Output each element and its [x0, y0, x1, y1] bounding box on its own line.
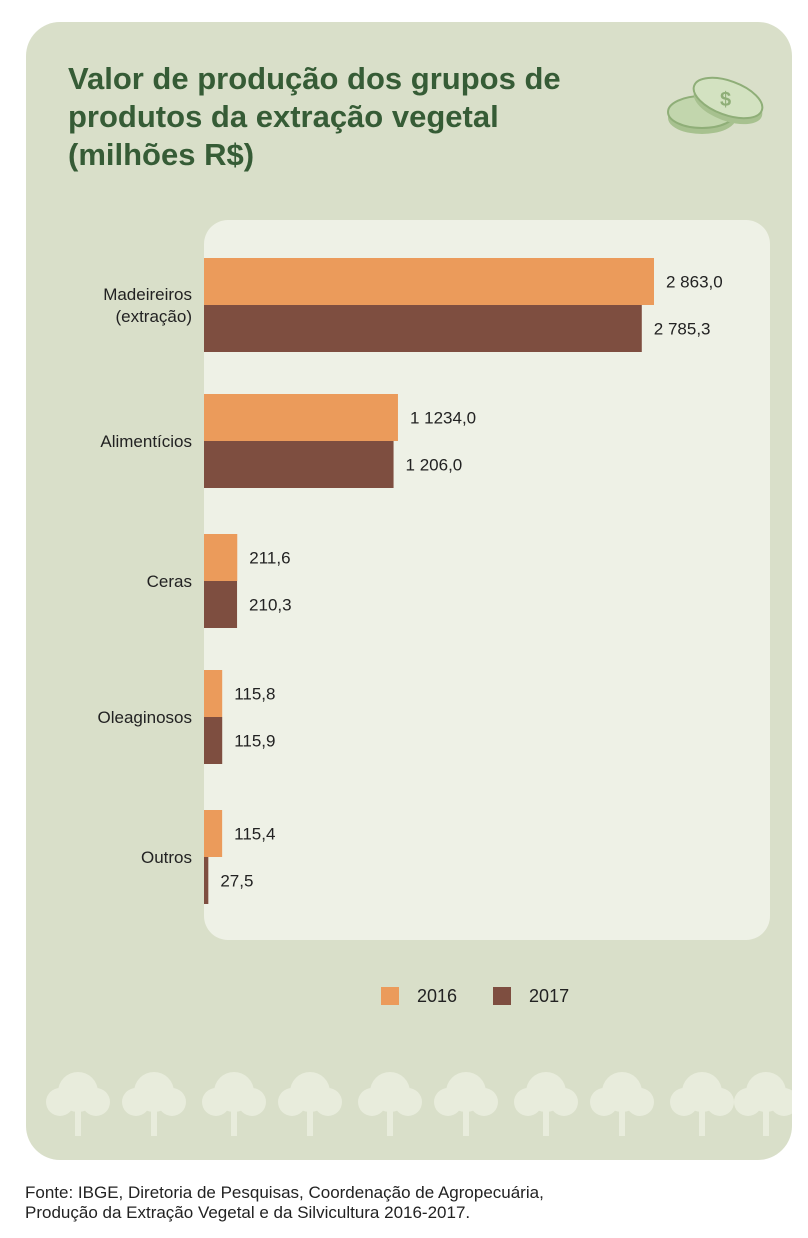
legend-item-2016: 2016: [381, 986, 457, 1007]
bar-2017-3: [204, 717, 223, 764]
category-label-0-0: Madeireiros: [103, 285, 192, 304]
value-label-2017-2: 210,3: [249, 596, 292, 615]
bar-2016-4: [204, 810, 223, 857]
tree-icon: [122, 1072, 186, 1136]
category-label-1: Alimentícios: [100, 432, 192, 451]
bar-2017-4: [204, 857, 209, 904]
title-line-2: produtos da extração vegetal: [68, 99, 499, 134]
legend: 2016 2017: [381, 982, 569, 1010]
category-label-3: Oleaginosos: [97, 708, 192, 727]
legend-swatch-2017: [493, 987, 512, 1005]
value-label-2016-4: 115,4: [234, 825, 275, 844]
bar-2016-0: [204, 258, 654, 305]
chart-title: Valor de produção dos grupos de produtos…: [68, 60, 628, 174]
source-line-1: Fonte: IBGE, Diretoria de Pesquisas, Coo…: [25, 1183, 544, 1202]
tree-silhouettes-decoration: [46, 1072, 792, 1136]
bar-2016-1: [204, 394, 398, 441]
value-label-2017-3: 115,9: [234, 732, 275, 751]
value-label-2016-2: 211,6: [249, 549, 290, 568]
category-label-0-1: (extração): [115, 307, 192, 326]
tree-icon: [514, 1072, 578, 1136]
value-label-2017-4: 27,5: [220, 872, 253, 891]
bar-2017-1: [204, 441, 394, 488]
source-line-2: Produção da Extração Vegetal e da Silvic…: [25, 1203, 471, 1222]
tree-icon: [434, 1072, 498, 1136]
money-coins-icon: $: [667, 76, 764, 134]
source-note: Fonte: IBGE, Diretoria de Pesquisas, Coo…: [25, 1183, 785, 1223]
svg-text:$: $: [720, 89, 731, 111]
bar-chart: 2 863,0 2 785,3 Madeireiros (extração) 1 123…: [97, 258, 723, 904]
chart-card: Valor de produção dos grupos de produtos…: [26, 22, 792, 1160]
tree-icon: [278, 1072, 342, 1136]
value-label-2017-0: 2 785,3: [654, 320, 711, 339]
tree-icon: [734, 1072, 792, 1136]
tree-icon: [202, 1072, 266, 1136]
legend-item-2017: 2017: [493, 986, 569, 1007]
value-label-2016-1: 1 1234,0: [410, 409, 476, 428]
legend-label-2016: 2016: [417, 985, 458, 1006]
bar-2017-2: [204, 581, 238, 628]
legend-label-2017: 2017: [529, 985, 570, 1006]
value-label-2016-3: 115,8: [234, 685, 275, 704]
title-line-3: (milhões R$): [68, 137, 255, 172]
legend-swatch-2016: [381, 987, 399, 1005]
title-line-1: Valor de produção dos grupos de: [68, 61, 561, 96]
value-label-2017-1: 1 206,0: [406, 456, 463, 475]
value-label-2016-0: 2 863,0: [666, 273, 723, 292]
bar-2016-3: [204, 670, 223, 717]
bar-2016-2: [204, 534, 238, 581]
bar-2017-0: [204, 305, 642, 352]
tree-icon: [46, 1072, 110, 1136]
tree-icon: [358, 1072, 422, 1136]
tree-icon: [590, 1072, 654, 1136]
category-label-2: Ceras: [147, 572, 192, 591]
tree-icon: [670, 1072, 734, 1136]
category-label-4: Outros: [141, 848, 192, 867]
